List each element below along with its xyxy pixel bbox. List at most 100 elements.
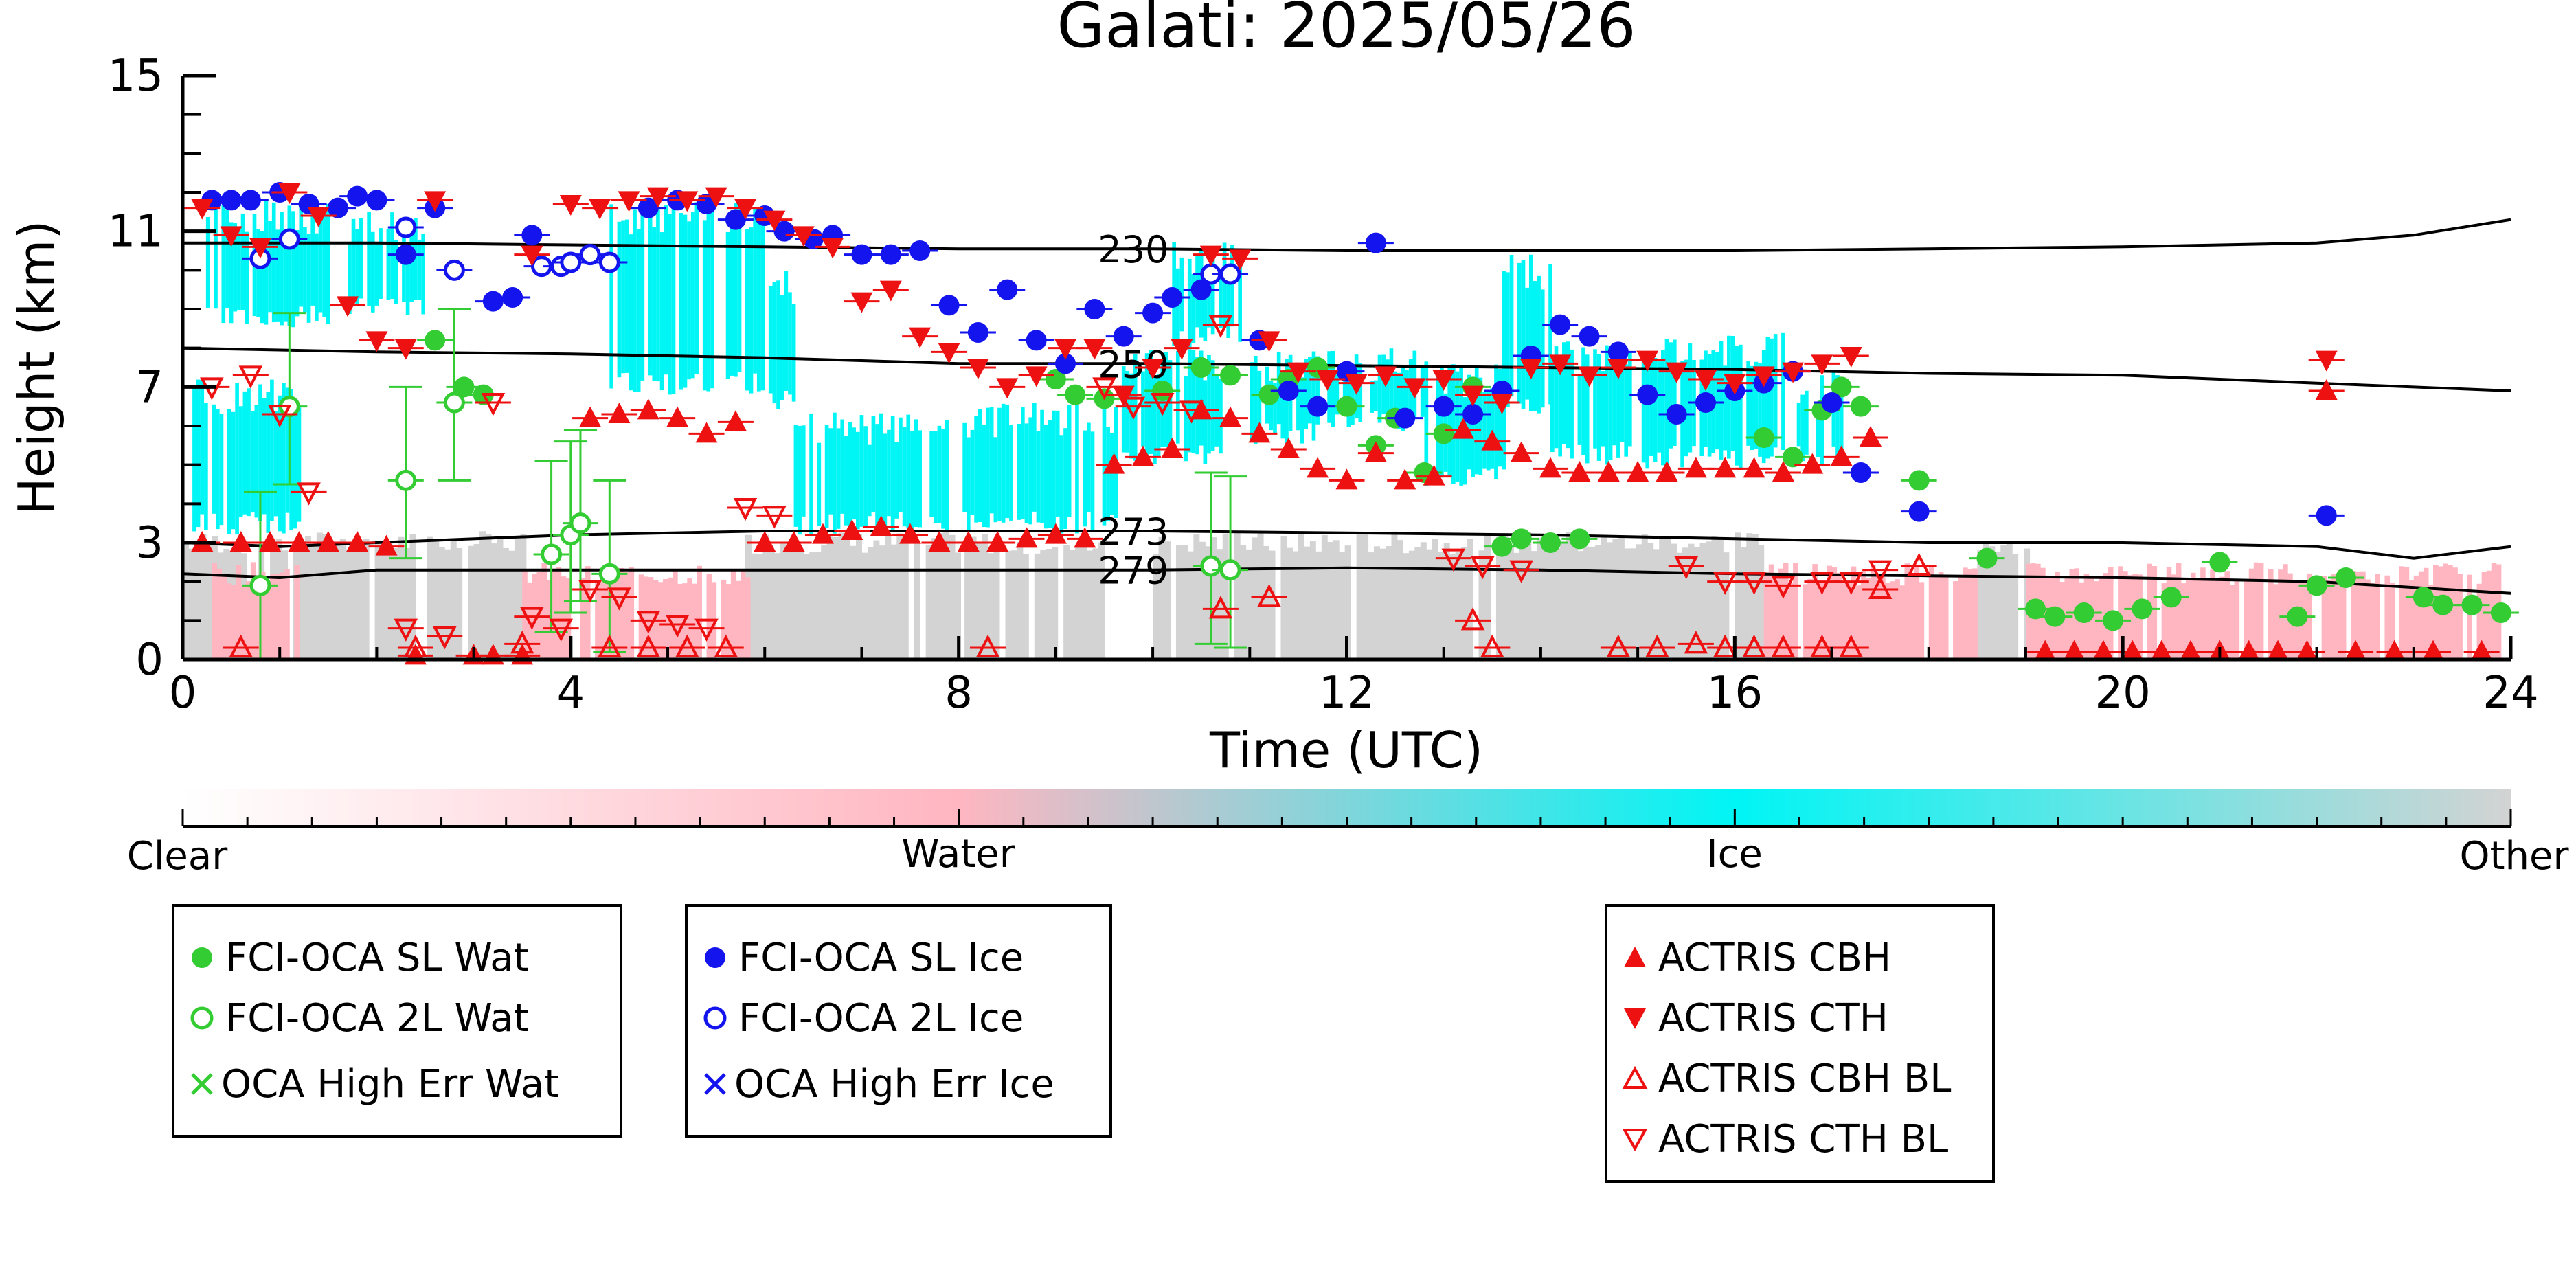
data-point <box>229 634 253 657</box>
phase-strip <box>2244 581 2250 659</box>
phase-strip <box>1746 361 1750 446</box>
phase-strip <box>2268 569 2274 659</box>
phase-strip <box>780 543 787 659</box>
phase-strip <box>456 547 463 659</box>
phase-strip <box>2467 574 2473 659</box>
phase-strip <box>1943 575 1949 659</box>
data-point <box>1666 404 1687 425</box>
phase-strip <box>1245 549 1252 659</box>
phase-strip <box>2389 583 2395 659</box>
phase-strip <box>1408 550 1415 659</box>
phase-strip <box>1773 576 1779 659</box>
phase-strip <box>861 552 868 659</box>
phase-strip <box>2123 571 2128 659</box>
phase-strip <box>1273 382 1277 434</box>
data-point <box>1462 385 1484 407</box>
data-point <box>705 187 727 208</box>
phase-strip <box>1449 554 1456 659</box>
phase-strip <box>949 534 956 659</box>
data-point <box>238 365 263 389</box>
data-point <box>1092 377 1116 400</box>
legend-label: FCI-OCA 2L Wat <box>225 995 529 1041</box>
data-point <box>1830 445 1853 466</box>
data-point <box>424 191 447 212</box>
phase-strip <box>910 430 914 532</box>
data-point <box>549 618 574 642</box>
phase-strip <box>1773 334 1778 448</box>
data-point <box>1152 381 1173 401</box>
phase-strip <box>1851 566 1857 659</box>
phase-strip <box>1158 536 1165 659</box>
data-point <box>1840 347 1862 368</box>
data-point <box>521 225 543 246</box>
data-point <box>307 207 330 227</box>
phase-strip <box>906 414 911 529</box>
phase-strip <box>873 540 880 659</box>
phase-strip <box>386 228 391 300</box>
legend-actris: ACTRIS CBH ACTRIS CTH ACTRIS CBH BL ACTR… <box>1605 904 1995 1183</box>
phase-strip <box>1339 552 1346 659</box>
phase-strip <box>772 282 777 404</box>
phase-strip <box>896 533 903 659</box>
phase-strip <box>339 539 346 659</box>
phase-strip <box>1063 428 1067 530</box>
phase-strip <box>730 216 734 376</box>
phase-strip <box>1664 339 1669 468</box>
data-point <box>1307 457 1329 478</box>
data-point <box>967 359 989 379</box>
phase-strip <box>304 536 311 659</box>
phase-strip <box>346 549 352 659</box>
legend-item-sl-wat: FCI-OCA SL Wat <box>188 936 529 980</box>
phase-strip <box>706 207 711 392</box>
phase-strip <box>271 202 276 323</box>
y-tick-label: 0 <box>135 635 163 686</box>
data-point <box>782 531 805 552</box>
phase-strip <box>1217 549 1223 659</box>
phase-strip <box>760 210 765 391</box>
phase-strip <box>933 431 938 523</box>
data-point <box>1026 330 1047 351</box>
phase-strip <box>414 218 418 301</box>
phase-strip <box>1989 546 1996 659</box>
phase-strip <box>725 232 730 379</box>
phase-strip <box>351 552 358 659</box>
data-point <box>734 199 757 220</box>
phase-strip <box>925 544 932 659</box>
phase-strip <box>855 534 862 659</box>
phase-strip <box>1953 581 1958 659</box>
phase-strip <box>902 543 909 659</box>
phase-strip <box>2006 542 2013 659</box>
data-point <box>1025 366 1048 387</box>
phase-strip <box>753 207 757 374</box>
phase-strip <box>1175 350 1180 444</box>
phase-strip <box>879 413 883 527</box>
phase-strip <box>1919 582 1925 659</box>
phase-strip <box>1160 361 1165 447</box>
phase-strip <box>629 234 633 391</box>
data-point <box>502 287 523 308</box>
data-point <box>1432 370 1455 391</box>
phase-strip <box>2118 566 2123 659</box>
phase-strip <box>793 425 798 527</box>
x-tick-label: 4 <box>556 668 585 719</box>
phase-strip <box>1032 403 1037 512</box>
phase-strip <box>609 204 613 389</box>
phase-strip <box>2404 567 2410 659</box>
phase-strip <box>690 212 695 379</box>
phase-strip <box>2215 580 2220 659</box>
phase-strip <box>348 242 352 314</box>
data-point <box>395 216 417 238</box>
phase-strip <box>427 536 433 659</box>
data-point <box>2383 640 2406 661</box>
phase-strip <box>1203 272 1208 341</box>
phase-strip <box>2000 545 2007 659</box>
phase-strip <box>1711 536 1718 659</box>
phase-strip <box>1699 543 1706 659</box>
phase-strip <box>1344 545 1351 659</box>
data-point <box>1219 263 1241 285</box>
phase-strip <box>235 383 239 535</box>
data-point <box>1277 438 1300 458</box>
phase-strip <box>1676 552 1683 659</box>
phase-strip <box>1478 377 1483 475</box>
phase-strip <box>1601 371 1605 447</box>
